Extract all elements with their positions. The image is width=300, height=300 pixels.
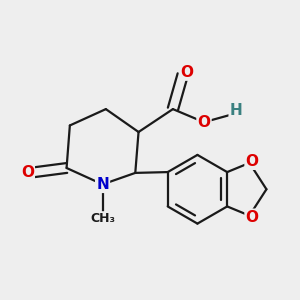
Text: N: N [96,177,109,192]
Text: O: O [180,64,193,80]
Text: O: O [246,210,259,225]
Text: O: O [246,154,259,169]
Text: CH₃: CH₃ [90,212,115,225]
Text: H: H [230,103,242,118]
Text: O: O [197,115,211,130]
Text: O: O [21,165,34,180]
